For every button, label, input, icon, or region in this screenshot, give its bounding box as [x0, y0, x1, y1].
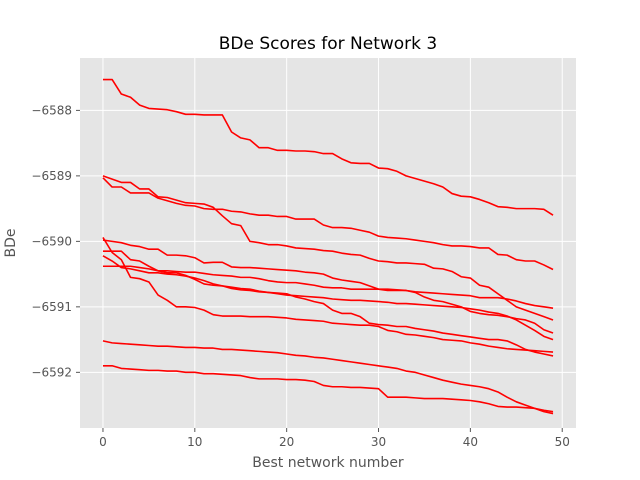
chart-title: BDe Scores for Network 3 [219, 34, 437, 54]
series-line-2 [102, 177, 554, 271]
y-tick-label: −6591 [31, 300, 72, 314]
y-axis-label: BDe [3, 229, 19, 258]
series-line-7 [102, 265, 554, 309]
x-axis-ticks: 0 10 20 30 40 50 [99, 428, 570, 449]
x-tick-label: 40 [463, 435, 478, 449]
y-tick-label: −6592 [31, 365, 72, 379]
plot-area [80, 58, 576, 428]
x-tick-label: 30 [371, 435, 386, 449]
series-line-3 [102, 175, 554, 321]
series-line-8 [102, 255, 554, 341]
x-tick-label: 10 [187, 435, 202, 449]
series-layer [102, 78, 554, 415]
y-axis-ticks: −6592 −6591 −6590 −6589 −6588 [31, 103, 80, 379]
series-line-9 [102, 340, 554, 415]
y-tick-label: −6588 [31, 103, 72, 117]
series-line-10 [102, 364, 554, 413]
series-line-4 [102, 239, 554, 334]
series-line-6 [102, 250, 554, 357]
x-tick-label: 20 [279, 435, 294, 449]
y-tick-label: −6589 [31, 169, 72, 183]
x-tick-label: 50 [555, 435, 570, 449]
series-line-1 [102, 78, 554, 216]
series-line-5 [102, 237, 554, 353]
y-tick-label: −6590 [31, 234, 72, 248]
x-tick-label: 0 [99, 435, 107, 449]
x-axis-label: Best network number [252, 455, 404, 471]
